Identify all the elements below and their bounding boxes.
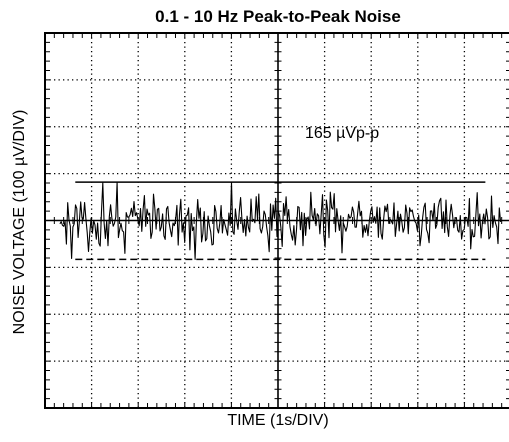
chart-title: 0.1 - 10 Hz Peak-to-Peak Noise xyxy=(155,7,401,26)
grid-layer xyxy=(45,33,509,408)
peak-to-peak-annotation: 165 µVp-p xyxy=(305,125,379,142)
plot-frame xyxy=(44,32,509,409)
y-axis-label: NOISE VOLTAGE (100 µV/DIV) xyxy=(11,109,28,335)
x-axis-label: TIME (1s/DIV) xyxy=(227,412,329,429)
noise-trace xyxy=(59,181,502,260)
reference-lines xyxy=(75,181,486,261)
